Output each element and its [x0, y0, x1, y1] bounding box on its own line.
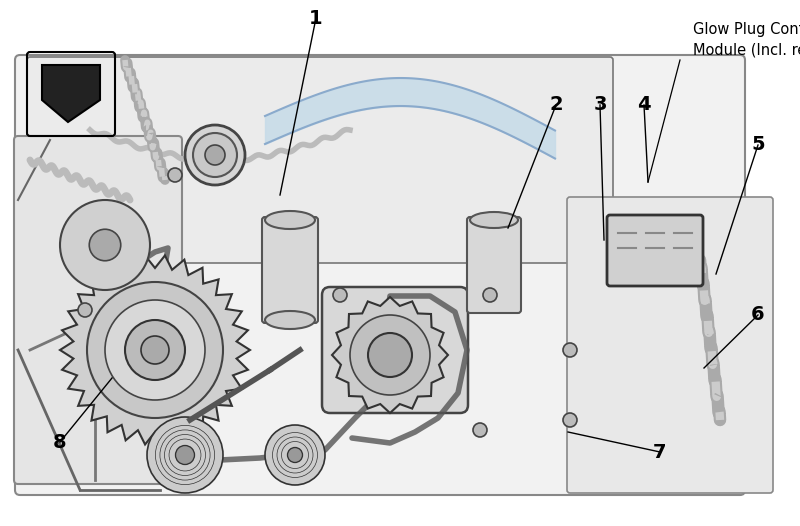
- Polygon shape: [332, 297, 448, 413]
- FancyBboxPatch shape: [467, 217, 521, 313]
- Text: 6: 6: [751, 306, 765, 325]
- Circle shape: [483, 288, 497, 302]
- Circle shape: [106, 301, 204, 399]
- Circle shape: [185, 125, 245, 185]
- FancyBboxPatch shape: [607, 215, 703, 286]
- Text: 3: 3: [594, 96, 606, 115]
- Circle shape: [90, 229, 121, 261]
- Circle shape: [87, 282, 223, 418]
- Text: 5: 5: [751, 136, 765, 155]
- FancyBboxPatch shape: [322, 287, 468, 413]
- Polygon shape: [42, 65, 100, 122]
- Circle shape: [60, 200, 150, 290]
- FancyBboxPatch shape: [262, 217, 318, 323]
- Text: 7: 7: [654, 442, 666, 461]
- Circle shape: [205, 145, 225, 165]
- Circle shape: [265, 425, 325, 485]
- Circle shape: [105, 300, 205, 400]
- Circle shape: [168, 168, 182, 182]
- Circle shape: [125, 320, 185, 380]
- Circle shape: [563, 343, 577, 357]
- Circle shape: [147, 417, 223, 493]
- Circle shape: [287, 448, 302, 462]
- Text: Glow Plug Control
Module (Incl. relay): Glow Plug Control Module (Incl. relay): [693, 22, 800, 58]
- FancyBboxPatch shape: [15, 55, 745, 495]
- FancyBboxPatch shape: [27, 57, 613, 263]
- FancyBboxPatch shape: [14, 136, 182, 484]
- Circle shape: [360, 325, 420, 385]
- Circle shape: [350, 315, 430, 395]
- Circle shape: [473, 423, 487, 437]
- Ellipse shape: [265, 311, 315, 329]
- Circle shape: [175, 446, 194, 464]
- FancyBboxPatch shape: [567, 197, 773, 493]
- Circle shape: [193, 133, 237, 177]
- Text: 2: 2: [549, 96, 563, 115]
- Ellipse shape: [265, 211, 315, 229]
- Polygon shape: [60, 256, 250, 444]
- Ellipse shape: [470, 212, 518, 228]
- Circle shape: [368, 333, 412, 377]
- Circle shape: [563, 413, 577, 427]
- Text: 4: 4: [637, 96, 651, 115]
- Text: 8: 8: [53, 432, 67, 451]
- Text: 1: 1: [309, 8, 323, 27]
- Circle shape: [333, 288, 347, 302]
- Circle shape: [141, 336, 169, 364]
- Circle shape: [78, 303, 92, 317]
